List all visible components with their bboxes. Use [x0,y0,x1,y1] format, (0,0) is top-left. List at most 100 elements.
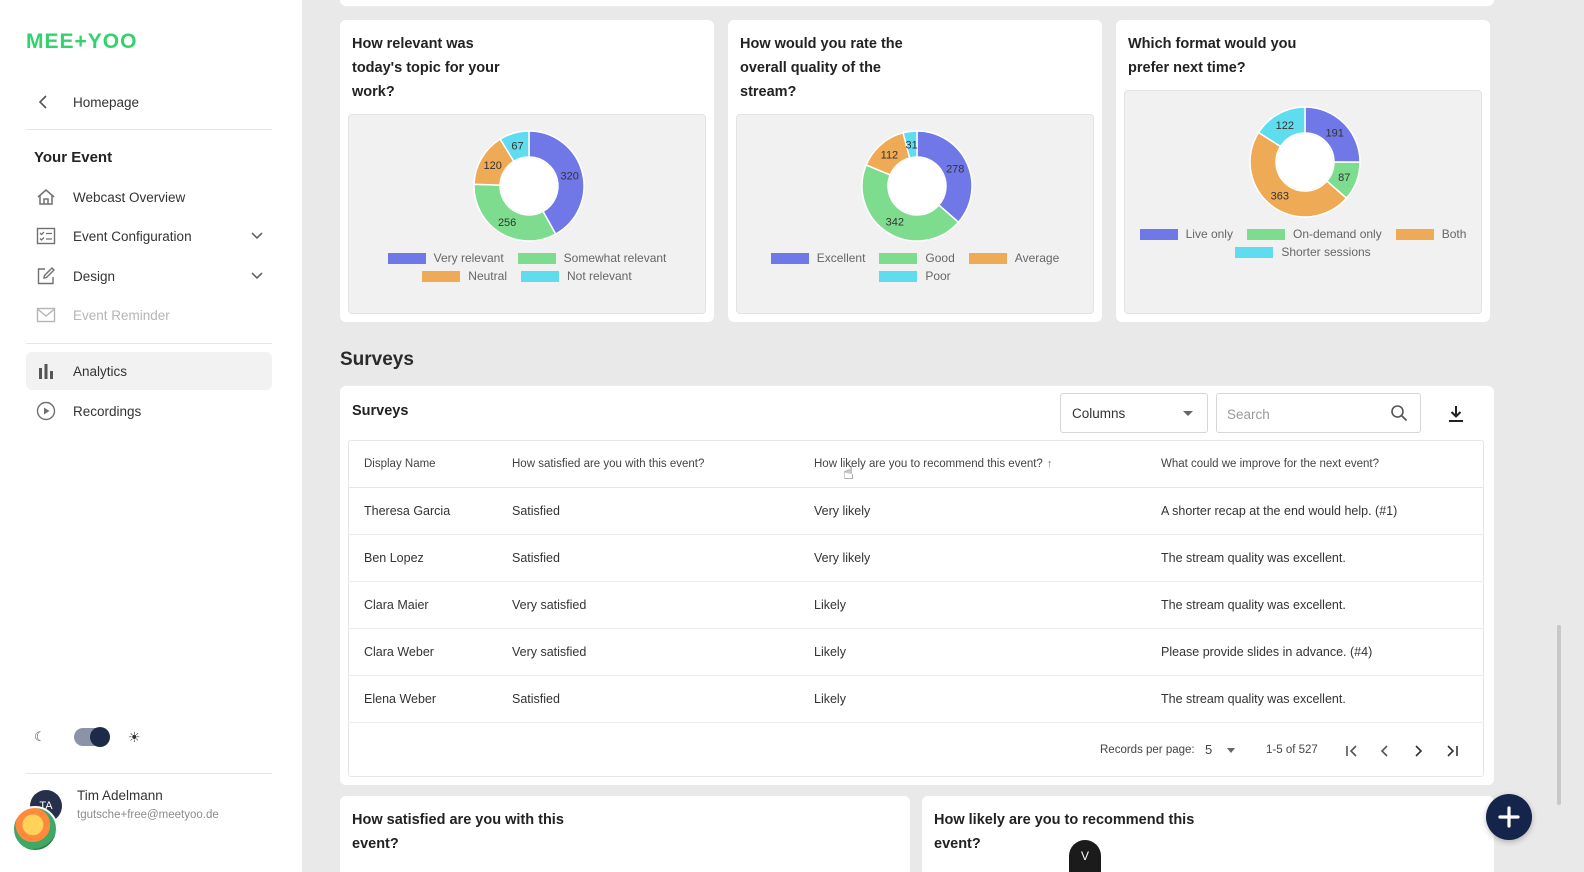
user-profile[interactable]: TA Tim Adelmann tgutsche+free@meetyoo.de [12,788,274,858]
next-page-button[interactable] [1406,739,1430,763]
sidebar-item-recordings[interactable]: Recordings [26,392,272,430]
legend-label: Average [1014,251,1060,265]
legend-swatch [422,270,461,282]
legend-label: Not relevant [566,269,632,283]
donut-slice-2[interactable] [861,163,960,242]
legend-item[interactable]: Not relevant [520,269,632,283]
donut-hole [889,158,945,214]
sidebar-item-webcast-overview[interactable]: Webcast Overview [26,178,272,216]
cell-satisfaction: Very satisfied [512,598,587,612]
surveys-heading: Surveys [340,349,414,370]
poll-question: How likely are you to recommend this eve… [934,812,1195,852]
donut-slice-4[interactable] [1257,106,1306,148]
legend-swatch [520,270,559,282]
sidebar-item-event-configuration[interactable]: Event Configuration [26,217,272,255]
cell-recommend: Likely [814,692,846,706]
cell-improve: A shorter recap at the end would help. (… [1161,504,1398,518]
back-to-homepage[interactable]: Homepage [26,84,272,120]
donut-slice-3[interactable] [1249,131,1348,218]
chevron-down-icon[interactable] [242,232,272,240]
donut-slice-1[interactable] [916,130,973,224]
records-per-page-select[interactable]: 5 [1205,742,1213,757]
theme-toggle[interactable] [74,727,110,747]
legend-item[interactable]: On-demand only [1246,227,1382,241]
chevron-left-icon [26,95,60,109]
user-email: tgutsche+free@meetyoo.de [77,809,219,821]
legend-swatch [1235,246,1274,258]
legend-item[interactable]: Poor [879,269,951,283]
legend-item[interactable]: Live only [1139,227,1233,241]
first-page-button[interactable] [1340,739,1364,763]
first-page-icon [1346,745,1357,757]
columns-select[interactable]: Columns [1060,393,1208,433]
poll-card-recommend: How likely are you to recommend this eve… [922,796,1494,872]
sidebar-item-label: Recordings [73,403,142,419]
previous-page-button[interactable] [1373,739,1397,763]
section-title: Your Event [34,149,113,166]
legend-item[interactable]: Shorter sessions [1235,245,1371,259]
download-button[interactable] [1442,400,1470,428]
mail-icon [26,296,66,334]
search-icon[interactable] [1390,404,1408,427]
add-fab-button[interactable] [1486,794,1532,840]
sun-icon: ☀ [128,728,141,745]
meetyoo-logo[interactable]: MEE+YOO [26,30,138,53]
scroll-down-handle[interactable]: V [1069,840,1101,872]
search-field[interactable] [1216,393,1421,433]
donut-hole [501,158,557,214]
column-header-improve[interactable]: What could we improve for the next event… [1161,458,1379,470]
donut-slice-4[interactable] [902,130,918,159]
cell-improve: The stream quality was excellent. [1161,598,1346,612]
legend-swatch [387,252,426,264]
sidebar-item-label: Event Configuration [73,228,192,244]
legend-item[interactable]: Average [968,251,1060,265]
legend-swatch [1246,228,1285,240]
legend-item[interactable]: Very relevant [387,251,504,265]
sort-ascending-icon[interactable]: ↑ [1046,458,1053,470]
chevron-down-icon[interactable] [242,272,272,280]
column-header-satisfaction[interactable]: How satisfied are you with this event? [512,458,705,470]
sidebar-item-analytics[interactable]: Analytics [26,352,272,390]
legend-label: Very relevant [433,251,504,265]
sidebar-item-event-reminder: Event Reminder [26,296,272,334]
legend-item[interactable]: Neutral [422,269,507,283]
slice-value-label: 256 [498,217,516,229]
table-row[interactable]: Theresa Garcia Satisfied Very likely A s… [349,488,1483,535]
caret-down-icon[interactable] [1227,748,1235,753]
legend-item[interactable]: Good [879,251,955,265]
search-input[interactable] [1227,404,1377,424]
chevron-right-icon [1415,745,1423,757]
sidebar-divider [26,129,272,130]
slice-value-label: 67 [511,141,523,153]
column-header-display-name[interactable]: Display Name [364,458,436,470]
slice-value-label: 120 [483,160,501,172]
columns-select-label: Columns [1072,405,1126,421]
chart-container: 320 256 120 67 Very relevant Somewhat releva… [348,114,706,314]
sidebar-item-design[interactable]: Design [26,257,272,295]
cell-improve: Please provide slides in advance. (#4) [1161,645,1373,659]
legend-swatch [517,252,556,264]
table-row[interactable]: Clara Maier Very satisfied Likely The st… [349,582,1483,629]
table-row[interactable]: Elena Weber Satisfied Likely The stream … [349,676,1483,723]
surveys-table-card: Surveys Columns Display Name How satisfi… [340,386,1494,785]
sidebar: MEE+YOO Homepage Your Event Webcast Over… [0,0,302,872]
donut-slice-1[interactable] [528,130,585,236]
donut-slice-4[interactable] [499,130,530,163]
donut-slice-2[interactable] [473,183,557,242]
legend-label: Poor [925,269,951,283]
download-icon [1449,406,1463,422]
legend-item[interactable]: Excellent [770,251,865,265]
table-row[interactable]: Ben Lopez Satisfied Very likely The stre… [349,535,1483,582]
donut-hole [1277,134,1333,190]
slice-value-label: 191 [1326,127,1344,139]
cell-improve: The stream quality was excellent. [1161,551,1346,565]
page-scrollbar[interactable] [1557,625,1561,805]
legend-item[interactable]: Both [1395,227,1466,241]
slice-value-label: 112 [881,149,899,161]
table-row[interactable]: Clara Weber Very satisfied Likely Please… [349,629,1483,676]
column-header-recommend[interactable]: How likely are you to recommend this eve… [814,458,1052,470]
legend-item[interactable]: Somewhat relevant [517,251,666,265]
last-page-button[interactable] [1440,739,1464,763]
donut-chart: 320 256 120 67 [473,130,585,242]
slice-value-label: 122 [1276,120,1294,132]
